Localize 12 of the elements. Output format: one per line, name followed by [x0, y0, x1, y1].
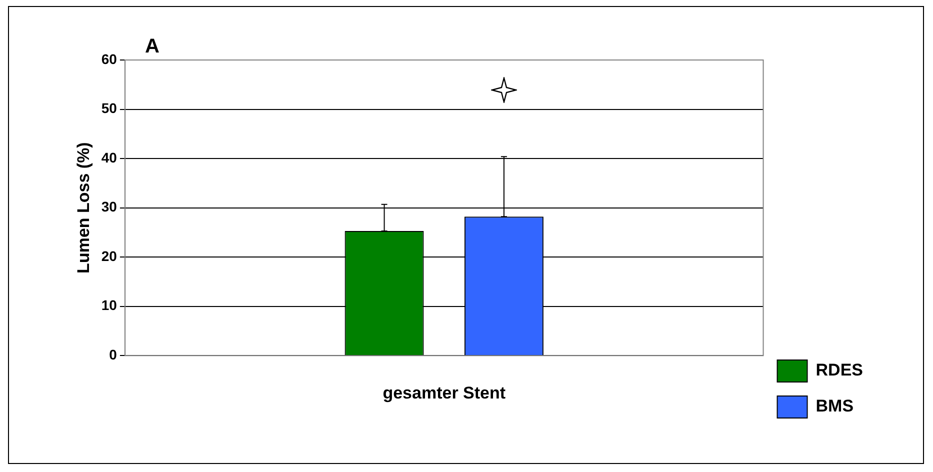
legend-label: BMS [816, 396, 854, 416]
y-tick-label: 0 [109, 346, 118, 362]
y-tick-label: 10 [101, 297, 118, 314]
chart-title: A [144, 36, 160, 58]
y-axis-title: Lumen Loss (%) [74, 142, 93, 274]
x-tick-label: gesamter Stent [382, 383, 506, 402]
legend-label: RDES [816, 360, 864, 380]
y-tick-label: 20 [101, 248, 118, 264]
y-tick-label: 40 [101, 149, 118, 166]
y-tick-label: 50 [101, 100, 118, 116]
y-tick-label: 60 [101, 50, 118, 67]
y-tick-label: 30 [101, 198, 118, 215]
